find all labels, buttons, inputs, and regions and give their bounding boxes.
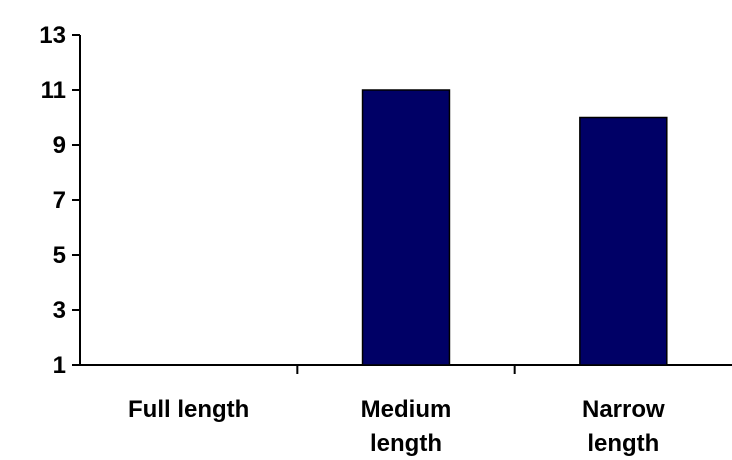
y-tick-label: 1	[53, 352, 66, 379]
y-tick-label: 11	[41, 77, 66, 104]
x-category-label-line: length	[370, 430, 442, 457]
bars	[361, 89, 668, 366]
x-category-label: Narrow length	[582, 396, 665, 457]
bar	[361, 89, 451, 366]
x-category-label: Full length	[128, 396, 249, 423]
x-category-label-line: length	[587, 430, 659, 457]
x-category-label-line: Medium	[361, 396, 452, 423]
x-axis: Full length Medium length Narrow length	[80, 364, 732, 457]
x-category-label-line: Narrow	[582, 396, 665, 423]
y-tick-label: 7	[53, 187, 66, 214]
y-tick-label: 5	[53, 242, 66, 269]
y-tick-label: 3	[53, 297, 66, 324]
x-category-label: Medium length	[361, 396, 452, 457]
bar	[579, 116, 668, 366]
x-category-label-line: Full length	[128, 396, 249, 423]
y-tick-label: 13	[39, 22, 66, 49]
y-tick-label: 9	[53, 132, 66, 159]
